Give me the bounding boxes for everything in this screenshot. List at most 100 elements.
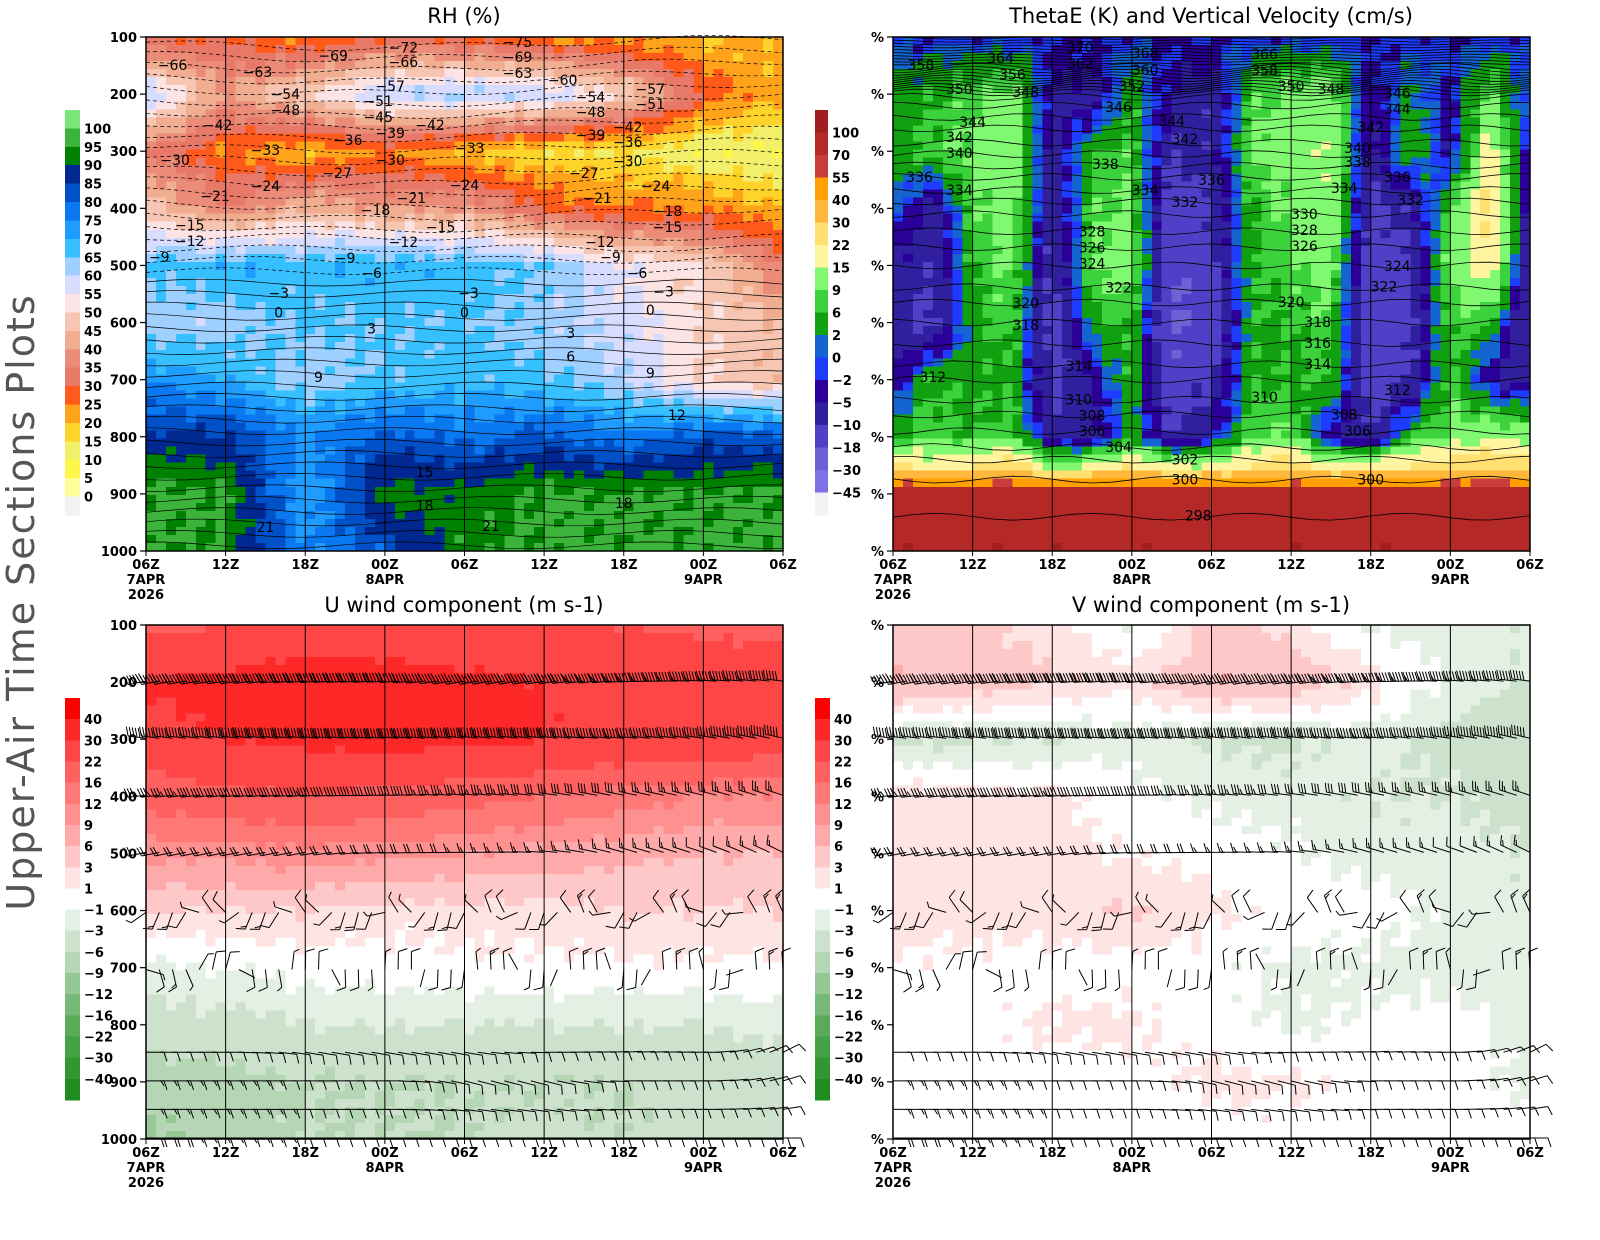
contour-cell bbox=[534, 535, 545, 544]
contour-cell bbox=[893, 527, 904, 536]
contour-cell bbox=[295, 174, 306, 183]
contour-cell bbox=[973, 294, 984, 303]
contour-cell bbox=[564, 503, 575, 512]
contour-cell bbox=[544, 117, 555, 126]
contour-cell bbox=[723, 77, 734, 86]
contour-cell bbox=[445, 487, 456, 496]
contour-cell bbox=[953, 519, 964, 528]
contour-cell bbox=[315, 479, 326, 488]
contour-cell bbox=[953, 174, 964, 183]
contour-cell bbox=[146, 174, 157, 183]
contour-cell bbox=[206, 45, 217, 54]
contour-cell bbox=[893, 222, 904, 231]
contour-cell bbox=[275, 519, 286, 528]
contour-cell bbox=[474, 166, 485, 175]
contour-cell bbox=[963, 414, 974, 423]
contour-cell bbox=[166, 109, 177, 118]
contour-cell bbox=[614, 398, 625, 407]
contour-cell bbox=[693, 182, 704, 191]
contour-cell bbox=[983, 270, 994, 279]
contour-cell bbox=[255, 222, 266, 231]
contour-cell bbox=[574, 246, 585, 255]
contour-cell bbox=[474, 503, 485, 512]
contour-cell bbox=[156, 222, 167, 231]
contour-cell bbox=[683, 222, 694, 231]
contour-cell bbox=[494, 206, 505, 215]
contour-cell bbox=[993, 190, 1004, 199]
contour-cell bbox=[544, 382, 555, 391]
contour-cell bbox=[604, 390, 615, 399]
contour-cell bbox=[305, 53, 316, 62]
contour-cell bbox=[455, 423, 466, 432]
contour-cell bbox=[983, 527, 994, 536]
contour-cell bbox=[644, 423, 655, 432]
contour-cell bbox=[644, 141, 655, 150]
contour-cell bbox=[953, 214, 964, 223]
contour-cell bbox=[654, 390, 665, 399]
contour-label: 3 bbox=[566, 326, 575, 342]
contour-cell bbox=[514, 471, 525, 480]
contour-cell bbox=[415, 326, 426, 335]
contour-cell bbox=[435, 431, 446, 440]
contour-cell bbox=[534, 286, 545, 295]
contour-cell bbox=[305, 463, 316, 472]
contour-cell bbox=[743, 447, 754, 456]
contour-cell bbox=[246, 85, 257, 94]
contour-cell bbox=[733, 278, 744, 287]
contour-cell bbox=[265, 198, 276, 207]
contour-cell bbox=[993, 350, 1004, 359]
contour-cell bbox=[683, 37, 694, 46]
contour-cell bbox=[435, 334, 446, 343]
contour-cell bbox=[375, 61, 386, 70]
contour-cell bbox=[146, 45, 157, 54]
contour-cell bbox=[226, 398, 237, 407]
contour-cell bbox=[773, 133, 784, 142]
contour-cell bbox=[504, 190, 515, 199]
contour-cell bbox=[773, 294, 784, 303]
contour-cell bbox=[345, 286, 356, 295]
contour-cell bbox=[494, 447, 505, 456]
contour-cell bbox=[544, 503, 555, 512]
contour-cell bbox=[465, 479, 476, 488]
contour-cell bbox=[196, 93, 207, 102]
contour-cell bbox=[564, 149, 575, 158]
contour-cell bbox=[156, 318, 167, 327]
contour-cell bbox=[445, 206, 456, 215]
contour-cell bbox=[614, 382, 625, 391]
contour-cell bbox=[773, 254, 784, 263]
contour-cell bbox=[236, 431, 247, 440]
contour-cell bbox=[474, 471, 485, 480]
contour-cell bbox=[216, 149, 227, 158]
contour-cell bbox=[554, 535, 565, 544]
contour-cell bbox=[923, 326, 934, 335]
contour-cell bbox=[763, 511, 774, 520]
contour-cell bbox=[524, 471, 535, 480]
contour-cell bbox=[435, 254, 446, 263]
contour-cell bbox=[295, 310, 306, 319]
contour-cell bbox=[474, 206, 485, 215]
contour-cell bbox=[176, 117, 187, 126]
contour-cell bbox=[395, 326, 406, 335]
contour-cell bbox=[923, 294, 934, 303]
contour-cell bbox=[634, 398, 645, 407]
contour-cell bbox=[713, 69, 724, 78]
contour-cell bbox=[943, 431, 954, 440]
contour-cell bbox=[435, 318, 446, 327]
contour-cell bbox=[544, 390, 555, 399]
contour-cell bbox=[664, 85, 675, 94]
contour-cell bbox=[345, 109, 356, 118]
contour-cell bbox=[514, 214, 525, 223]
contour-cell bbox=[484, 190, 495, 199]
contour-cell bbox=[285, 61, 296, 70]
contour-cell bbox=[604, 77, 615, 86]
contour-cell bbox=[246, 254, 257, 263]
contour-cell bbox=[146, 423, 157, 432]
contour-cell bbox=[594, 414, 605, 423]
contour-cell bbox=[733, 503, 744, 512]
contour-cell bbox=[644, 455, 655, 464]
contour-cell bbox=[624, 431, 635, 440]
contour-cell bbox=[634, 286, 645, 295]
contour-cell bbox=[504, 254, 515, 263]
contour-cell bbox=[564, 511, 575, 520]
contour-cell bbox=[305, 414, 316, 423]
